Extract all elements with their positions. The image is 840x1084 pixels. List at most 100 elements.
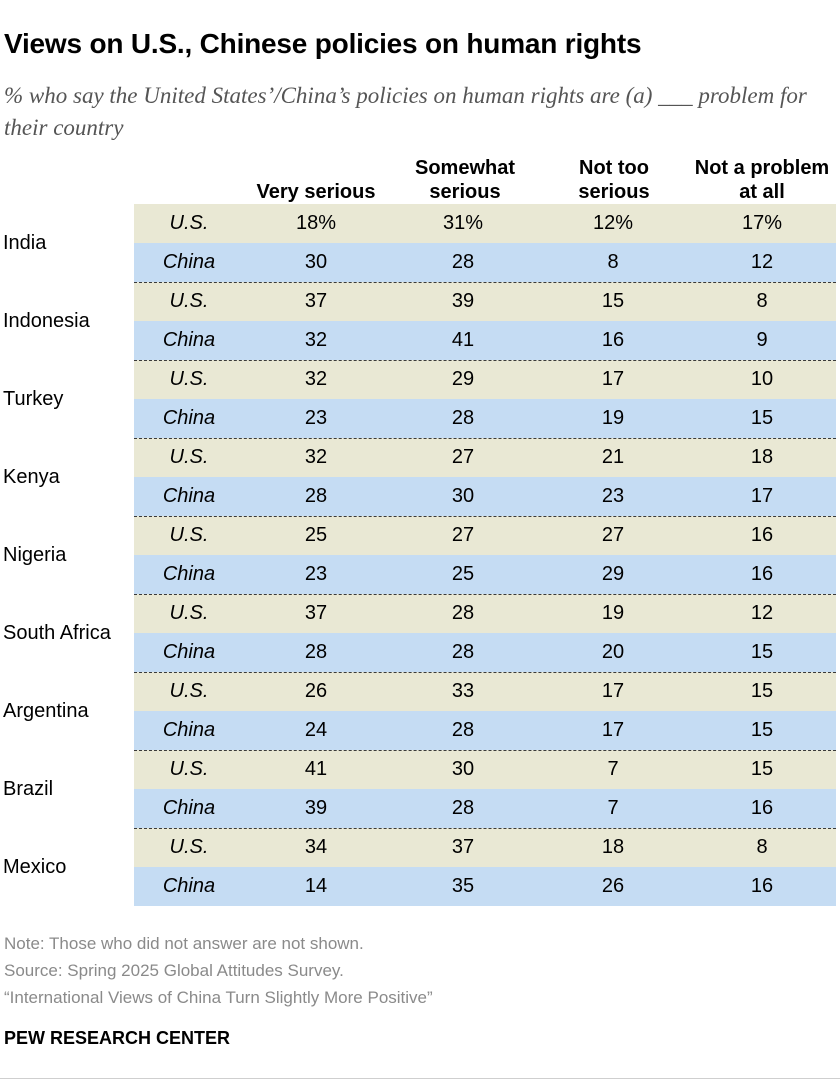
value-cell: 17% <box>741 212 783 234</box>
value-cell: 7 <box>607 797 619 819</box>
value-cell: 32 <box>304 446 328 468</box>
row-label: U.S. <box>169 602 209 624</box>
value-cell: 32 <box>304 329 328 351</box>
column-header-line: at all <box>739 181 785 203</box>
source-text: Source: Spring 2025 Global Attitudes Sur… <box>4 961 344 980</box>
value-cell: 29 <box>451 368 475 390</box>
column-header-line: serious <box>429 181 501 203</box>
row-label: China <box>162 563 216 585</box>
row-label: U.S. <box>169 836 209 858</box>
value-cell: 31% <box>442 212 484 234</box>
china-row: China 28 30 23 17 <box>134 477 836 516</box>
group-separator <box>134 672 836 673</box>
value-cell: 25 <box>304 524 328 546</box>
value-cell: 28 <box>451 602 475 624</box>
value-cell: 39 <box>304 797 328 819</box>
value-cell: 16 <box>750 563 774 585</box>
country-group: Kenya U.S. 32 27 21 18 China 28 30 23 17 <box>0 438 836 516</box>
value-cell: 27 <box>451 446 475 468</box>
value-cell: 18 <box>750 446 774 468</box>
value-cell: 19 <box>601 602 625 624</box>
column-header-line: Somewhat <box>414 157 516 179</box>
column-header: Not too serious <box>539 156 689 204</box>
country-group: Argentina U.S. 26 33 17 15 China 24 28 17 15 <box>0 672 836 750</box>
report-title: “International Views of China Turn Sligh… <box>4 988 433 1007</box>
bottom-rule <box>0 1078 840 1079</box>
value-cell: 10 <box>750 368 774 390</box>
value-cell: 37 <box>451 836 475 858</box>
value-cell: 17 <box>601 719 625 741</box>
country-label: India <box>3 231 47 254</box>
value-cell: 16 <box>750 524 774 546</box>
country-group: Nigeria U.S. 25 27 27 16 China 23 25 29 16 <box>0 516 836 594</box>
row-label: U.S. <box>169 368 209 390</box>
us-row: U.S. 34 37 18 8 <box>134 828 836 867</box>
us-row: U.S. 37 28 19 12 <box>134 594 836 633</box>
value-cell: 28 <box>304 641 328 663</box>
value-cell: 30 <box>451 485 475 507</box>
column-header-line: Not a problem <box>694 157 830 179</box>
value-cell: 16 <box>601 329 625 351</box>
value-cell: 15 <box>750 758 774 780</box>
group-separator <box>134 282 836 283</box>
country-group: Indonesia U.S. 37 39 15 8 China 32 41 16 9 <box>0 282 836 360</box>
value-cell: 17 <box>601 680 625 702</box>
country-group: South Africa U.S. 37 28 19 12 China 28 28 20 15 <box>0 594 836 672</box>
row-label: China <box>162 641 216 663</box>
value-cell: 7 <box>607 758 619 780</box>
us-row: U.S. 26 33 17 15 <box>134 672 836 711</box>
value-cell: 41 <box>451 329 475 351</box>
column-header: Not a problem at all <box>684 156 840 204</box>
column-header-line: Not too <box>579 157 649 179</box>
group-separator <box>134 516 836 517</box>
value-cell: 8 <box>756 836 768 858</box>
us-row: U.S. 32 29 17 10 <box>134 360 836 399</box>
value-cell: 8 <box>756 290 768 312</box>
value-cell: 8 <box>607 251 619 273</box>
row-label: China <box>162 875 216 897</box>
country-group: Turkey U.S. 32 29 17 10 China 23 28 19 15 <box>0 360 836 438</box>
country-label: Brazil <box>3 777 54 800</box>
value-cell: 28 <box>451 641 475 663</box>
value-cell: 34 <box>304 836 328 858</box>
value-cell: 25 <box>451 563 475 585</box>
value-cell: 15 <box>750 719 774 741</box>
value-cell: 17 <box>601 368 625 390</box>
chart-title: Views on U.S., Chinese policies on human… <box>4 28 642 59</box>
value-cell: 19 <box>601 407 625 429</box>
group-separator <box>134 360 836 361</box>
row-label: China <box>162 485 216 507</box>
value-cell: 26 <box>601 875 625 897</box>
value-cell: 12% <box>592 212 634 234</box>
us-row: U.S. 32 27 21 18 <box>134 438 836 477</box>
row-label: China <box>162 407 216 429</box>
value-cell: 39 <box>451 290 475 312</box>
group-separator <box>134 828 836 829</box>
row-label: U.S. <box>169 290 209 312</box>
group-separator <box>134 594 836 595</box>
row-label: U.S. <box>169 680 209 702</box>
group-separator <box>134 750 836 751</box>
value-cell: 35 <box>451 875 475 897</box>
value-cell: 29 <box>601 563 625 585</box>
value-cell: 23 <box>304 407 328 429</box>
data-table: India U.S. 18% 31% 12% 17% China 30 28 8 12 Indones… <box>0 204 836 906</box>
value-cell: 30 <box>304 251 328 273</box>
china-row: China 14 35 26 16 <box>134 867 836 906</box>
value-cell: 41 <box>304 758 328 780</box>
country-label: Mexico <box>3 855 67 878</box>
value-cell: 28 <box>304 485 328 507</box>
value-cell: 9 <box>756 329 768 351</box>
china-row: China 28 28 20 15 <box>134 633 836 672</box>
value-cell: 28 <box>451 407 475 429</box>
value-cell: 15 <box>601 290 625 312</box>
us-row: U.S. 18% 31% 12% 17% <box>134 204 836 243</box>
country-label: Turkey <box>3 387 64 410</box>
value-cell: 37 <box>304 602 328 624</box>
chart-subtitle: % who say the United States’/China’s pol… <box>4 83 807 140</box>
value-cell: 16 <box>750 797 774 819</box>
country-label: South Africa <box>3 621 111 644</box>
us-row: U.S. 41 30 7 15 <box>134 750 836 789</box>
us-row: U.S. 25 27 27 16 <box>134 516 836 555</box>
column-header-line: serious <box>578 181 650 203</box>
